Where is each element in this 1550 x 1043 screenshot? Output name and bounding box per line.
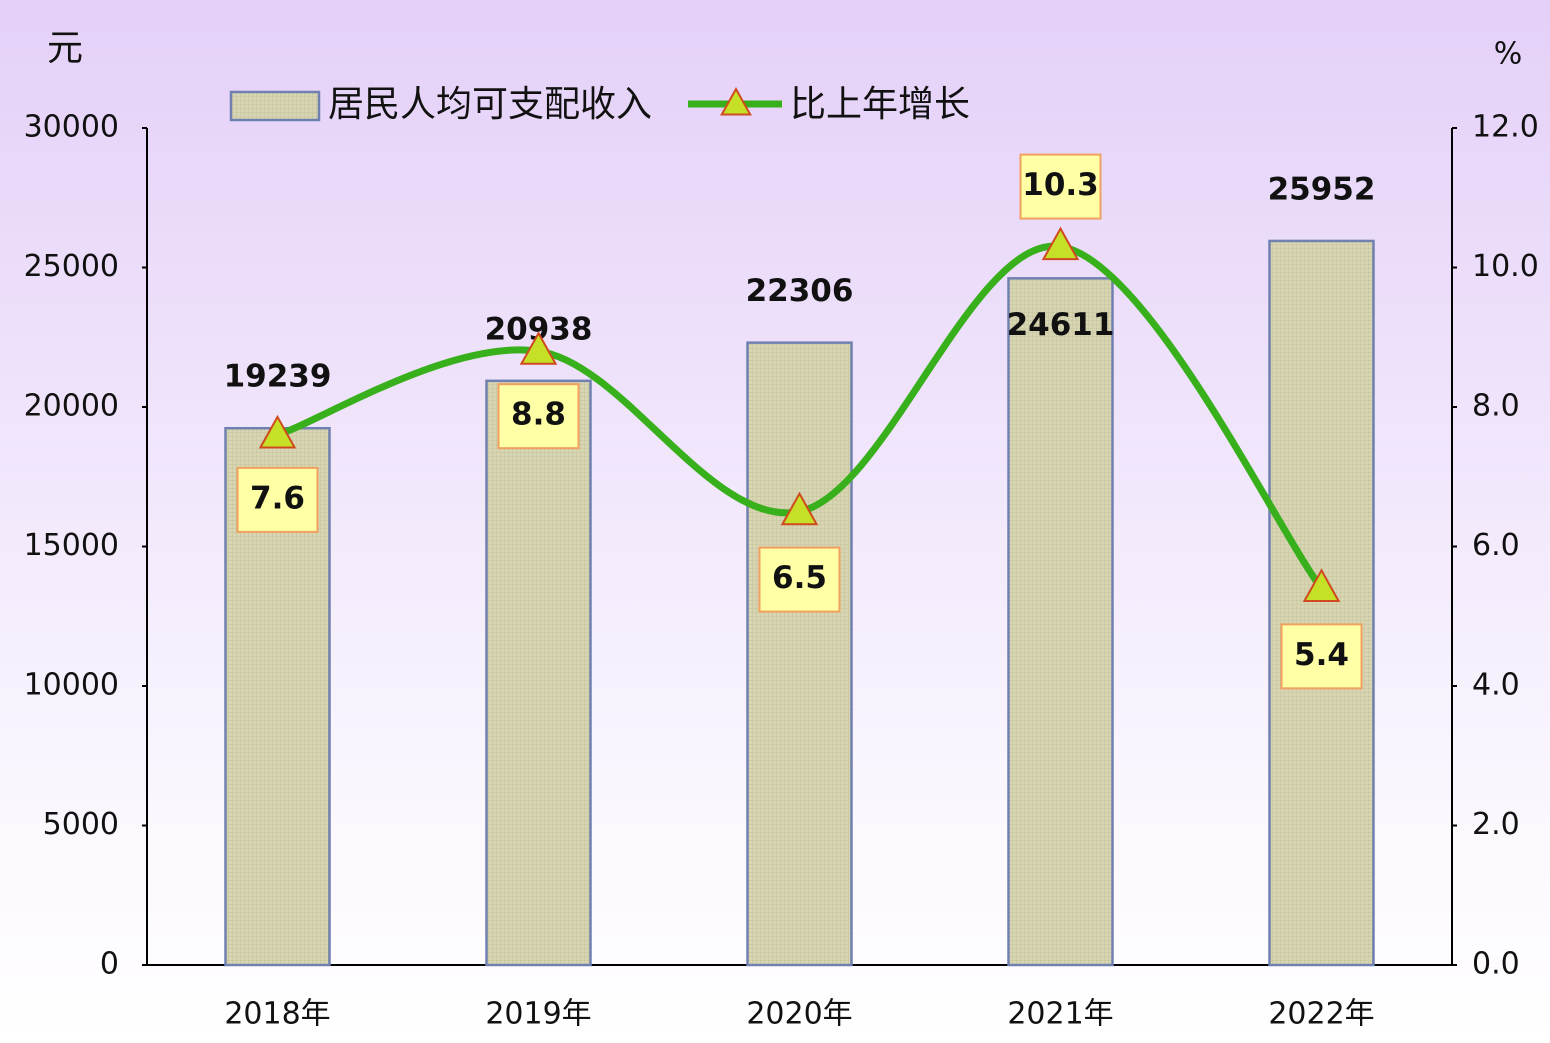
y-tick-label: 20000	[24, 389, 119, 424]
bar	[1007, 277, 1114, 967]
y-axis-unit: 元	[47, 28, 83, 69]
line-value-label: 8.8	[511, 397, 566, 433]
bar-value-label: 19239	[224, 359, 332, 395]
y2-tick-label: 2.0	[1472, 807, 1520, 842]
bar-value-label: 25952	[1268, 171, 1376, 207]
y-tick-label: 15000	[24, 528, 119, 563]
bar	[485, 379, 592, 967]
y2-tick-label: 6.0	[1472, 528, 1520, 563]
y-tick-label: 10000	[24, 668, 119, 703]
x-tick-label: 2020年	[746, 997, 852, 1032]
line-value-label: 7.6	[250, 480, 305, 516]
growth-line	[276, 242, 1325, 591]
y2-axis-unit: %	[1494, 37, 1523, 72]
y-tick-label: 25000	[24, 249, 119, 284]
value-label-box	[1280, 623, 1363, 690]
line-marker	[258, 414, 297, 449]
legend-marker	[720, 86, 752, 116]
bar-value-label: 22306	[746, 273, 854, 309]
bar-value-label: 24611	[1007, 307, 1115, 343]
line-marker	[1302, 568, 1341, 602]
value-label-box	[497, 383, 580, 450]
legend-label: 居民人均可支配收入	[328, 84, 652, 125]
y2-tick-label: 8.0	[1472, 389, 1520, 424]
line-value-label: 5.4	[1294, 637, 1349, 673]
line-marker	[780, 491, 819, 526]
line-marker	[1041, 226, 1080, 261]
x-tick-label: 2018年	[224, 997, 330, 1032]
value-label-box	[236, 466, 319, 533]
value-label-box	[1019, 153, 1102, 220]
x-tick-label: 2022年	[1268, 997, 1374, 1032]
x-tick-label: 2021年	[1007, 997, 1113, 1032]
y2-tick-label: 4.0	[1472, 668, 1520, 703]
line-marker	[519, 331, 558, 365]
bar	[1268, 239, 1375, 967]
value-label-box	[758, 546, 841, 613]
legend-label: 比上年增长	[790, 84, 970, 125]
x-tick-label: 2019年	[485, 997, 591, 1032]
y2-tick-label: 12.0	[1472, 110, 1539, 145]
y2-tick-label: 10.0	[1472, 249, 1539, 284]
y-tick-label: 0	[100, 947, 119, 982]
y-tick-label: 5000	[43, 807, 119, 842]
line-value-label: 10.3	[1022, 167, 1099, 203]
line-value-label: 6.5	[772, 560, 827, 596]
bar	[746, 341, 853, 967]
legend-swatch	[229, 90, 321, 122]
y2-tick-label: 0.0	[1472, 947, 1520, 982]
y-tick-label: 30000	[24, 110, 119, 145]
